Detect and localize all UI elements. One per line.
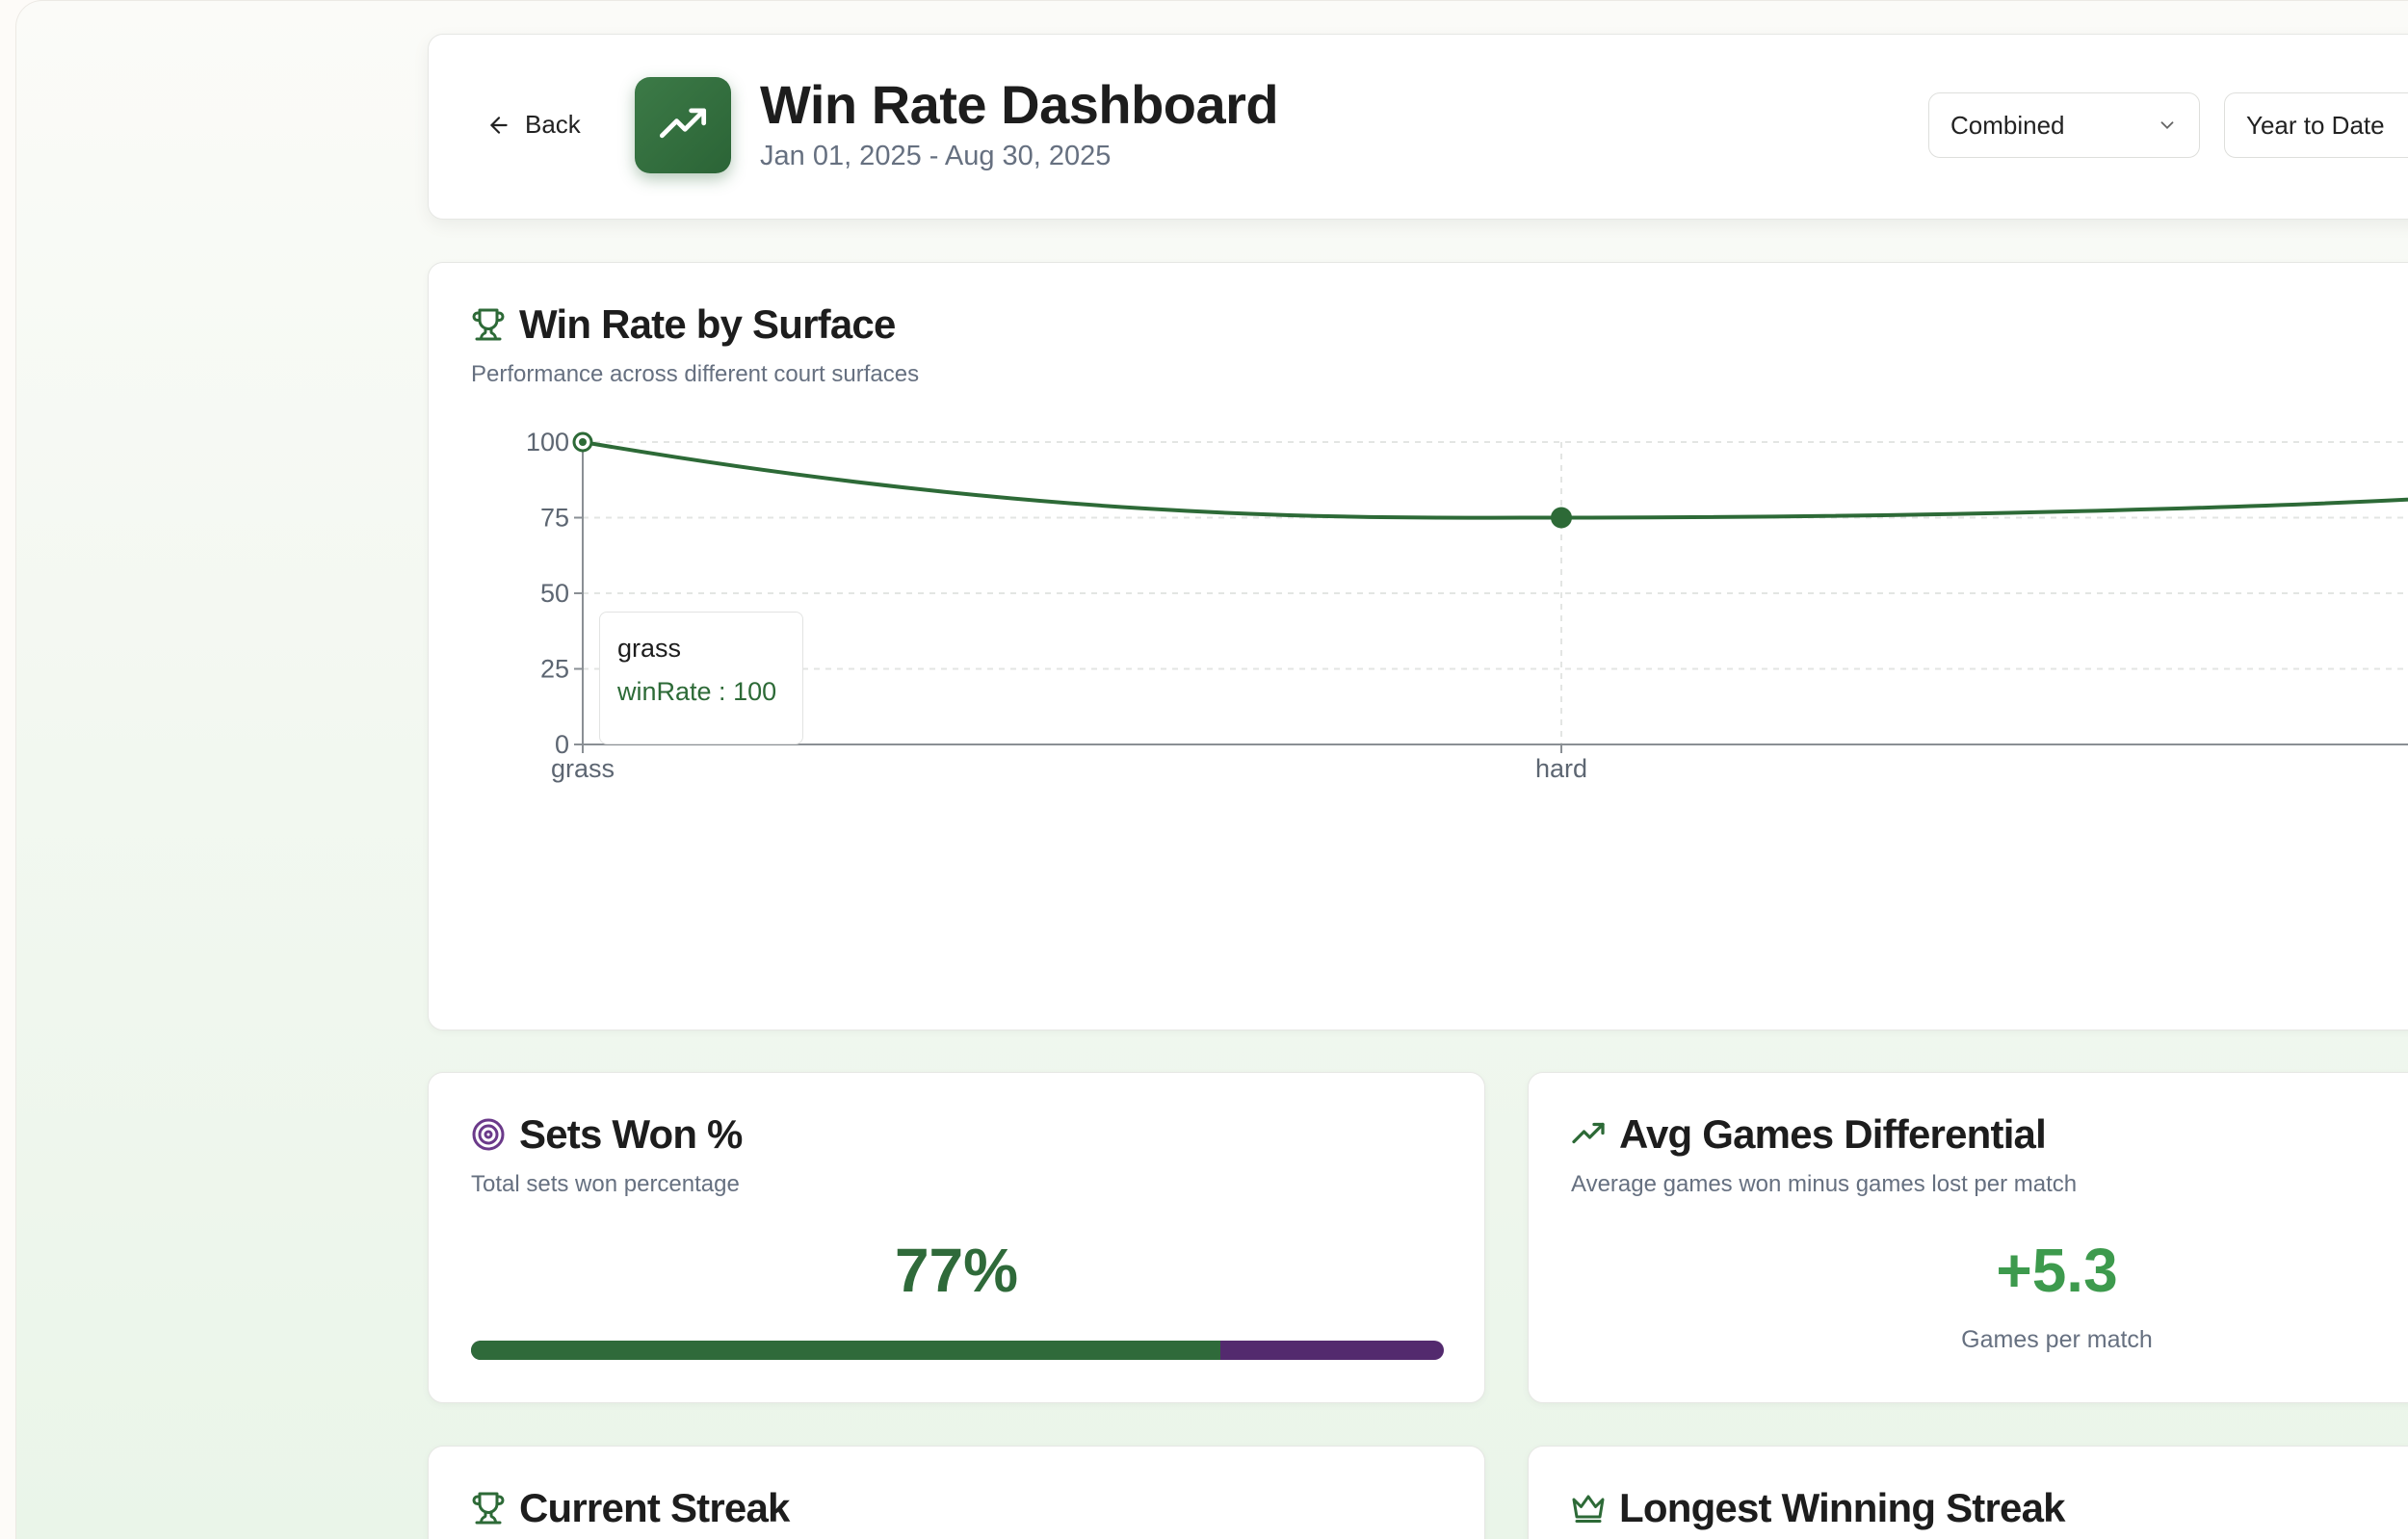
sets-won-title-text: Sets Won % [519,1111,743,1157]
arrow-left-icon [490,116,508,134]
data-point-grass-core [579,438,587,446]
tooltip-separator: : [711,677,734,706]
x-tick-label: hard [1535,754,1587,783]
sets-won-subtitle: Total sets won percentage [471,1171,740,1197]
surface-chart-subtitle: Performance across different court surfa… [471,361,920,387]
logo-tile [635,77,731,173]
back-button[interactable]: Back [486,110,581,140]
date-range: Jan 01, 2025 - Aug 30, 2025 [760,141,1112,171]
trophy-icon [472,308,505,341]
sets-won-title: Sets Won % [471,1111,743,1158]
app-frame: Back Win Rate Dashboard Jan 01, 2025 - A… [15,0,2408,1539]
data-point-hard [1551,507,1572,529]
trending-up-icon [659,108,707,139]
back-label: Back [525,110,581,139]
win-rate-line-chart[interactable]: 0 25 50 75 100 grass hard [429,263,2408,1030]
y-tick-label: 75 [540,504,569,533]
surface-chart-title: Win Rate by Surface [471,301,896,348]
series-line [582,440,2408,520]
longest-streak-title-text: Longest Winning Streak [1619,1485,2066,1530]
current-streak-title-text: Current Streak [519,1485,790,1530]
longest-streak-title: Longest Winning Streak [1571,1485,2066,1531]
y-tick-label: 0 [555,730,569,759]
y-tick-label: 100 [526,428,569,456]
surface-chart-title-text: Win Rate by Surface [519,301,896,347]
current-streak-card: Current Streak [428,1446,1485,1539]
games-differential-card: Avg Games Differential Average games won… [1528,1072,2408,1403]
period-select-value: Year to Date [2246,110,2385,140]
mode-select-value: Combined [1950,110,2065,140]
x-tick-label: grass [551,754,615,783]
current-streak-title: Current Streak [471,1485,790,1531]
games-differential-title: Avg Games Differential [1571,1111,2047,1158]
tooltip-label: grass [617,634,682,663]
games-differential-title-text: Avg Games Differential [1619,1111,2047,1157]
page-title: Win Rate Dashboard [760,74,1279,135]
tooltip-value: 100 [733,677,777,706]
sets-won-bar-fill [471,1341,1220,1360]
surface-chart-card: Win Rate by Surface Performance across d… [428,262,2408,1030]
y-tick-label: 50 [540,579,569,608]
sets-won-bar [471,1341,1444,1360]
y-tick-label: 25 [540,655,569,684]
crown-icon [1572,1495,1605,1523]
period-select[interactable]: Year to Date [2224,92,2408,158]
dashboard-header: Back Win Rate Dashboard Jan 01, 2025 - A… [428,34,2408,220]
tooltip-value-row: winRate : 100 [617,677,785,707]
longest-streak-card: Longest Winning Streak [1528,1446,2408,1539]
games-differential-subtitle: Average games won minus games lost per m… [1571,1171,2078,1197]
sets-won-value: 77% [894,1236,1019,1305]
chart-tooltip: grass winRate : 100 [599,612,803,744]
chevron-down-icon [2160,121,2174,130]
games-differential-value: +5.3 [1996,1236,2118,1305]
tooltip-series: winRate [617,677,712,706]
trophy-icon [472,1492,505,1525]
target-icon [472,1118,505,1151]
sets-won-card: Sets Won % Total sets won percentage 77% [428,1072,1485,1403]
mode-select[interactable]: Combined [1928,92,2200,158]
games-differential-caption: Games per match [1961,1326,2153,1353]
trending-up-icon [1572,1122,1605,1144]
